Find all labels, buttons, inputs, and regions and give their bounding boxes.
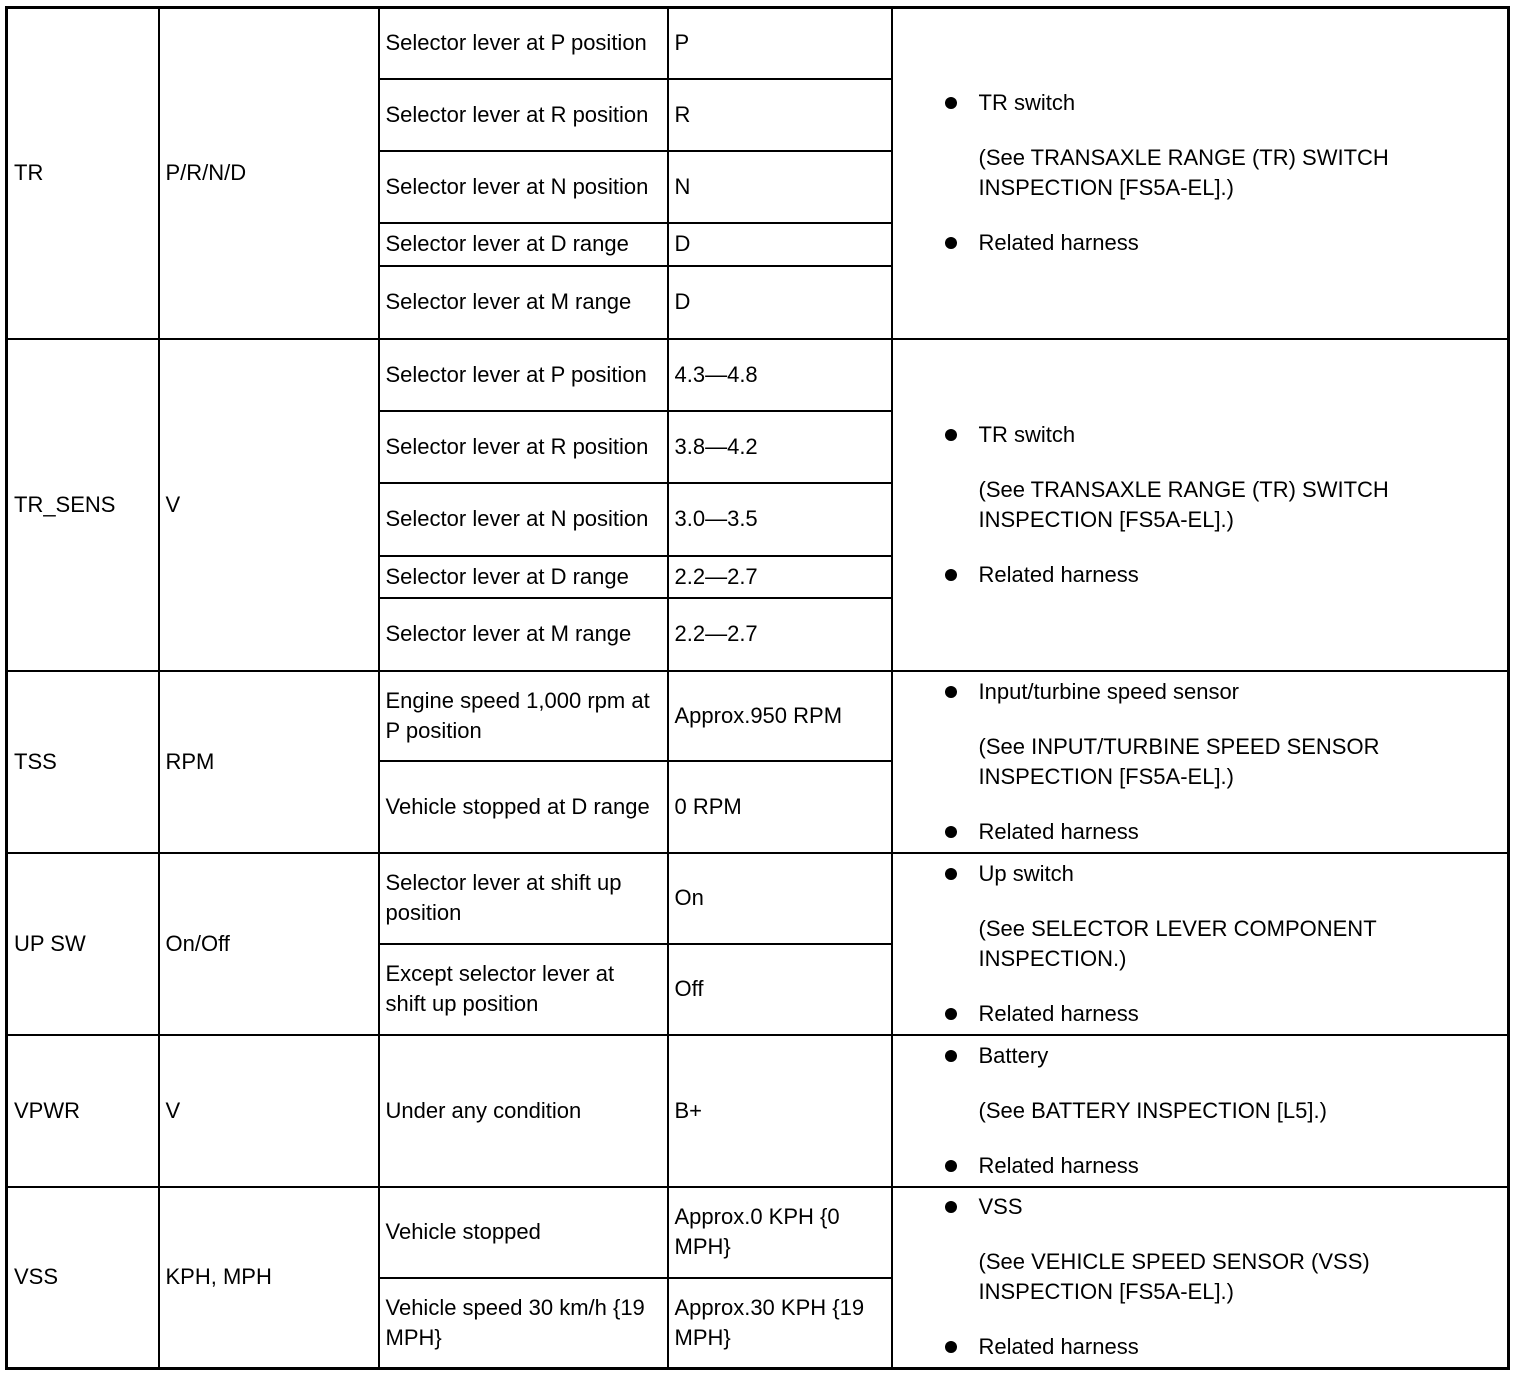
value-cell: Approx.0 KPH {0 MPH}	[666, 1185, 893, 1279]
remedy-item: Input/turbine speed sensor	[937, 677, 1502, 707]
remedy-note: (See BATTERY INSPECTION [L5].)	[978, 1097, 1327, 1123]
pid-name: TSS	[5, 669, 160, 854]
remedy-item: Related harness	[937, 1332, 1502, 1362]
table-row: TR P/R/N/D Selector lever at P position P TR…	[5, 6, 1510, 340]
table-row: Vehicle speed 30 km/h {19 MPH} Approx.30 …	[7, 1276, 1509, 1370]
remedy-list: TR switch (See TRANSAXLE RANGE (TR) SWITC…	[899, 420, 1502, 590]
value-cell: On	[666, 851, 893, 945]
value-cell: Off	[666, 942, 893, 1036]
value-cell: D	[666, 264, 893, 340]
value-cell: 3.8—4.2	[666, 409, 893, 484]
condition-cell: Engine speed 1,000 rpm at P position	[377, 669, 669, 762]
condition-cell: Selector lever at R position	[377, 77, 669, 152]
value-cell: Approx.950 RPM	[666, 669, 893, 762]
pid-unit: V	[157, 337, 380, 672]
remedy-note: (See TRANSAXLE RANGE (TR) SWITCH INSPECT…	[978, 145, 1389, 201]
remedy-item: Related harness	[937, 999, 1502, 1029]
value-cell: Approx.30 KPH {19 MPH}	[666, 1276, 893, 1370]
remedy-list: Up switch (See SELECTOR LEVER COMPONENT I…	[899, 859, 1502, 1029]
value-cell: 2.2—2.7	[666, 596, 893, 672]
remedy-list: Battery (See BATTERY INSPECTION [L5].) Rel…	[899, 1041, 1502, 1181]
condition-cell: Selector lever at N position	[377, 481, 669, 557]
value-cell: 0 RPM	[666, 759, 893, 854]
pid-name: UP SW	[5, 851, 160, 1036]
pid-name: TR	[5, 6, 160, 340]
remedy-cell: TR switch (See TRANSAXLE RANGE (TR) SWITC…	[890, 337, 1510, 672]
condition-cell: Vehicle speed 30 km/h {19 MPH}	[377, 1276, 669, 1370]
remedy-list: TR switch (See TRANSAXLE RANGE (TR) SWITC…	[899, 88, 1502, 258]
remedy-item: Battery	[937, 1041, 1502, 1071]
table-row: Except selector lever at shift up positi…	[7, 942, 1509, 1036]
pid-unit: KPH, MPH	[157, 1185, 380, 1370]
condition-cell: Under any condition	[377, 1033, 669, 1188]
condition-cell: Selector lever at R position	[377, 409, 669, 484]
value-cell: R	[666, 77, 893, 152]
condition-cell: Selector lever at M range	[377, 596, 669, 672]
table-row: VSS KPH, MPH Vehicle stopped Approx.0 KPH {…	[5, 1185, 1510, 1370]
value-cell: P	[666, 6, 893, 80]
table-row: Selector lever at M range 2.2—2.7	[7, 596, 1509, 672]
pid-unit: P/R/N/D	[157, 6, 380, 340]
remedy-cell: TR switch (See TRANSAXLE RANGE (TR) SWITC…	[890, 6, 1510, 340]
value-cell: D	[666, 221, 893, 267]
remedy-cell: Input/turbine speed sensor (See INPUT/TUR…	[890, 669, 1510, 854]
remedy-item: TR switch	[937, 88, 1502, 118]
pid-unit: On/Off	[157, 851, 380, 1036]
value-cell: 3.0—3.5	[666, 481, 893, 557]
condition-cell: Vehicle stopped	[377, 1185, 669, 1279]
remedy-item: TR switch	[937, 420, 1502, 450]
condition-cell: Selector lever at N position	[377, 149, 669, 224]
value-cell: 2.2—2.7	[666, 554, 893, 599]
pid-name: VSS	[5, 1185, 160, 1370]
condition-cell: Except selector lever at shift up positi…	[377, 942, 669, 1036]
remedy-list: VSS (See VEHICLE SPEED SENSOR (VSS) INSPE…	[899, 1192, 1502, 1362]
table-row: Selector lever at D range 2.2—2.7	[7, 554, 1509, 599]
remedy-cell: Battery (See BATTERY INSPECTION [L5].) Rel…	[890, 1033, 1510, 1188]
condition-cell: Selector lever at P position	[377, 6, 669, 80]
table-row: Selector lever at M range D	[7, 264, 1509, 340]
remedy-note: (See TRANSAXLE RANGE (TR) SWITCH INSPECT…	[978, 476, 1389, 532]
remedy-list: Input/turbine speed sensor (See INPUT/TUR…	[899, 677, 1502, 847]
remedy-cell: VSS (See VEHICLE SPEED SENSOR (VSS) INSPE…	[890, 1185, 1510, 1370]
remedy-item: VSS	[937, 1192, 1502, 1222]
remedy-note: (See INPUT/TURBINE SPEED SENSOR INSPECTI…	[978, 733, 1380, 789]
table-row: TR_SENS V Selector lever at P position 4.3—…	[5, 337, 1510, 672]
table-row: Selector lever at N position 3.0—3.5	[7, 481, 1509, 557]
pid-unit: V	[157, 1033, 380, 1188]
table-row: Selector lever at R position R	[7, 77, 1509, 152]
table-row: Selector lever at D range D	[7, 221, 1509, 267]
remedy-note: (See SELECTOR LEVER COMPONENT INSPECTION…	[978, 915, 1377, 971]
condition-cell: Vehicle stopped at D range	[377, 759, 669, 854]
pid-name: VPWR	[5, 1033, 160, 1188]
table-row: VPWR V Under any condition B+ Battery (See BA…	[5, 1033, 1510, 1188]
table-row: Selector lever at R position 3.8—4.2	[7, 409, 1509, 484]
pid-unit: RPM	[157, 669, 380, 854]
remedy-item: Related harness	[937, 1151, 1502, 1181]
condition-cell: Selector lever at shift up position	[377, 851, 669, 945]
remedy-item: Related harness	[937, 817, 1502, 847]
pid-name: TR_SENS	[5, 337, 160, 672]
value-cell: N	[666, 149, 893, 224]
remedy-item: Related harness	[937, 228, 1502, 258]
remedy-item: Up switch	[937, 859, 1502, 889]
value-cell: B+	[666, 1033, 893, 1188]
condition-cell: Selector lever at P position	[377, 337, 669, 412]
condition-cell: Selector lever at D range	[377, 221, 669, 267]
table-row: Vehicle stopped at D range 0 RPM	[7, 759, 1509, 854]
pid-monitor-table: TR P/R/N/D Selector lever at P position P TR…	[5, 6, 1510, 1370]
value-cell: 4.3—4.8	[666, 337, 893, 412]
remedy-item: Related harness	[937, 560, 1502, 590]
condition-cell: Selector lever at D range	[377, 554, 669, 599]
table-row: TSS RPM Engine speed 1,000 rpm at P positi…	[5, 669, 1510, 854]
remedy-note: (See VEHICLE SPEED SENSOR (VSS) INSPECTI…	[978, 1249, 1370, 1305]
table-row: UP SW On/Off Selector lever at shift up po…	[5, 851, 1510, 1036]
remedy-cell: Up switch (See SELECTOR LEVER COMPONENT I…	[890, 851, 1510, 1036]
condition-cell: Selector lever at M range	[377, 264, 669, 340]
table-row: Selector lever at N position N	[7, 149, 1509, 224]
